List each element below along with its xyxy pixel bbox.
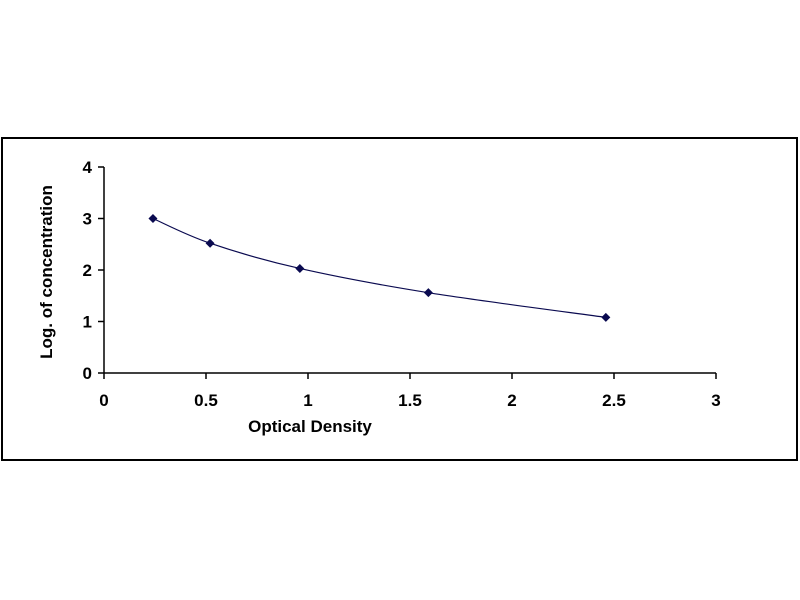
y-tick-label: 4 — [83, 158, 93, 177]
x-tick-label: 0.5 — [194, 391, 218, 410]
x-tick-label: 2 — [507, 391, 516, 410]
x-tick-label: 1 — [303, 391, 312, 410]
y-tick-label: 0 — [83, 364, 92, 383]
x-ticks: 0 0.5 1 1.5 2 2.5 3 — [99, 373, 721, 410]
fit-curve — [152, 217, 606, 318]
data-point-marker — [423, 288, 433, 298]
data-point-marker — [205, 238, 215, 248]
data-point-marker — [601, 312, 611, 322]
x-axis-label: Optical Density — [248, 417, 372, 436]
y-tick-label: 2 — [83, 261, 92, 280]
x-tick-label: 0 — [99, 391, 108, 410]
data-point-marker — [148, 214, 158, 223]
x-tick-label: 2.5 — [602, 391, 626, 410]
axes — [103, 167, 716, 374]
data-point-marker — [295, 263, 305, 273]
x-tick-label: 1.5 — [398, 391, 422, 410]
data-points — [148, 214, 611, 322]
chart-frame — [1, 137, 798, 461]
y-ticks: 0 1 2 3 4 — [83, 158, 104, 383]
y-tick-label: 3 — [83, 210, 92, 229]
x-tick-label: 3 — [711, 391, 720, 410]
y-axis-label: Log. of concentration — [37, 185, 56, 359]
y-tick-label: 1 — [83, 313, 92, 332]
